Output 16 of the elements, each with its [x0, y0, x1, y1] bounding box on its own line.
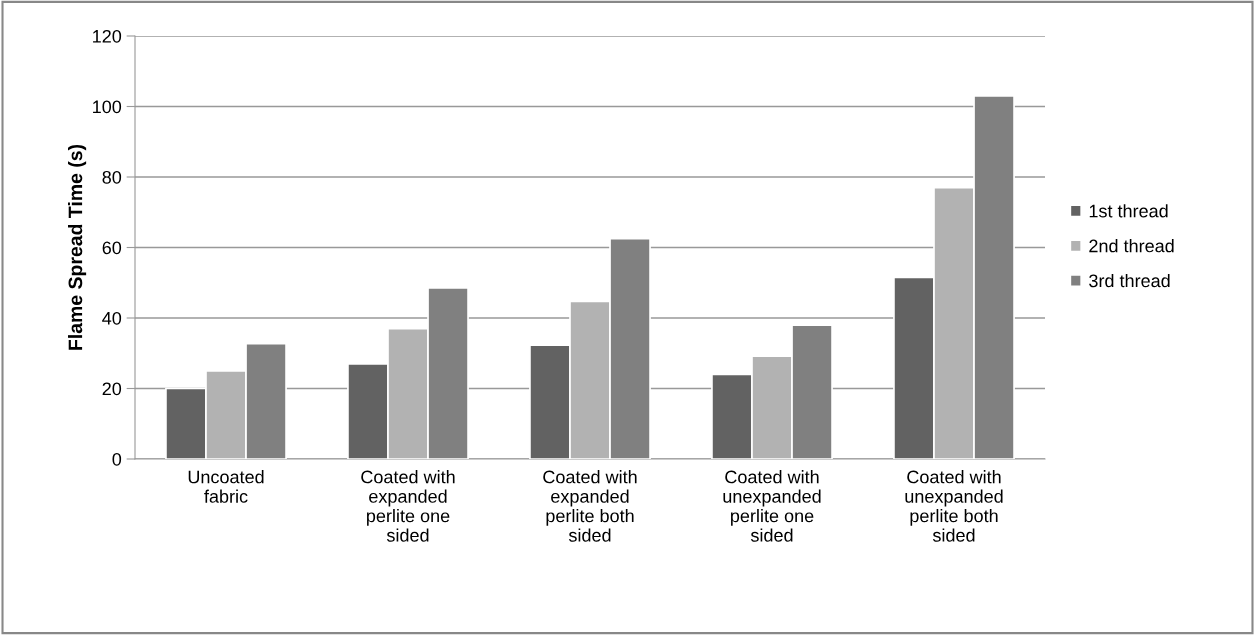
y-tick-label: 80 [102, 170, 122, 184]
y-tick-label: 60 [102, 241, 122, 255]
legend-label: 1st thread [1089, 204, 1168, 218]
x-tick-label: Coated with unexpanded perlite both sided [905, 470, 1003, 542]
y-tick-label: 0 [112, 452, 122, 466]
y-tick-label: 120 [93, 29, 122, 43]
x-tick-label: Coated with expanded perlite one sided [361, 470, 455, 542]
legend-label: 2nd thread [1089, 239, 1174, 253]
x-tick-label: Coated with expanded perlite both sided [543, 470, 637, 542]
x-tick-label: Coated with unexpanded perlite one sided [723, 470, 821, 542]
y-tick-label: 20 [102, 382, 122, 396]
y-axis-title: Flame Spread Time (s) [68, 144, 87, 350]
x-tick-label: Uncoated fabric [188, 470, 264, 503]
y-tick-label: 40 [102, 311, 122, 325]
legend-label: 3rd thread [1089, 273, 1170, 288]
y-tick-label: 100 [93, 100, 122, 114]
